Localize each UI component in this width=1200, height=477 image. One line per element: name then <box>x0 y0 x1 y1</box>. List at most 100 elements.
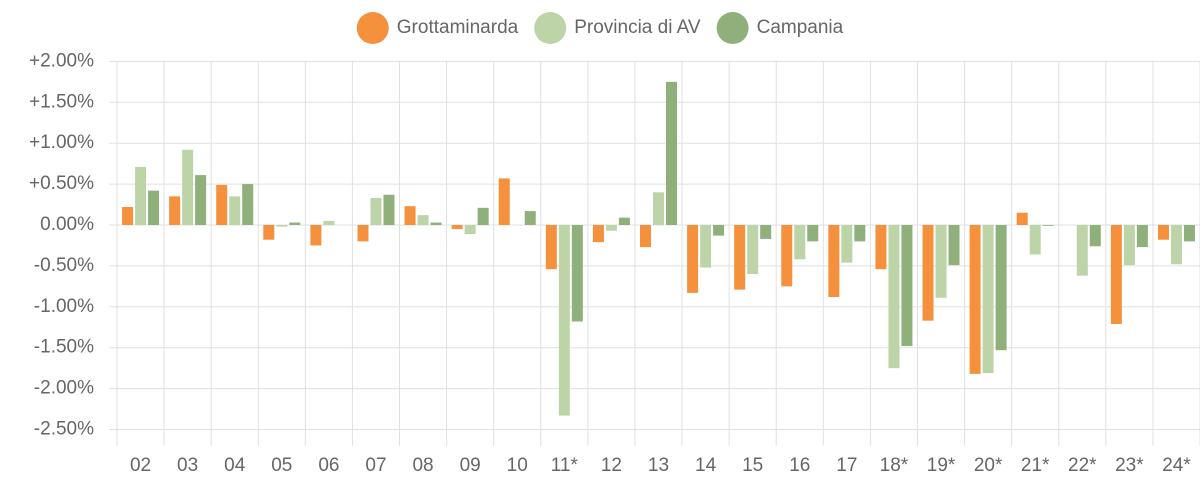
bar <box>935 225 947 298</box>
x-tick-label: 18* <box>880 455 909 476</box>
bar <box>828 225 840 297</box>
x-tick-label: 04 <box>224 455 246 476</box>
bar <box>653 192 664 225</box>
bar <box>854 225 866 242</box>
x-tick-label: 23* <box>1115 455 1144 476</box>
x-tick-label: 11* <box>551 455 579 476</box>
bar <box>995 225 1007 351</box>
bar <box>1042 225 1054 226</box>
bar <box>370 198 382 225</box>
bar <box>524 211 536 225</box>
legend-marker <box>356 12 389 44</box>
legend-label: Provincia di AV <box>574 17 701 38</box>
bar <box>781 225 793 287</box>
bar <box>687 225 699 293</box>
x-tick-label: 07 <box>365 455 386 476</box>
bar <box>148 190 160 225</box>
legend-marker <box>716 12 749 44</box>
bar <box>982 225 994 374</box>
bar <box>169 196 181 225</box>
bar <box>1016 212 1028 225</box>
y-tick-label: +1.00% <box>29 132 94 153</box>
y-tick-label: -1.00% <box>34 296 94 317</box>
bar <box>605 225 617 231</box>
bar <box>592 225 604 243</box>
y-tick-label: -0.50% <box>34 255 94 276</box>
bar <box>323 220 335 225</box>
bar <box>571 225 583 322</box>
bar <box>122 207 134 225</box>
x-tick-label: 10 <box>507 455 528 476</box>
bar <box>618 217 630 225</box>
bar <box>498 178 510 225</box>
legend-label: Campania <box>757 17 844 38</box>
x-tick-label: 08 <box>412 455 433 476</box>
y-tick-label: -2.50% <box>34 419 94 440</box>
x-tick-label: 24* <box>1162 455 1191 476</box>
bar <box>666 81 677 225</box>
bar <box>841 225 853 263</box>
x-tick-label: 22* <box>1068 455 1097 476</box>
bar <box>195 175 207 225</box>
bar <box>216 184 228 225</box>
bar <box>182 149 194 225</box>
bar <box>875 225 887 270</box>
bar <box>760 225 772 239</box>
x-tick-label: 21* <box>1021 455 1050 476</box>
bar <box>948 225 960 266</box>
bar <box>310 225 322 246</box>
x-tick-label: 14 <box>695 455 717 476</box>
bar <box>713 225 725 236</box>
bar <box>135 166 147 225</box>
bar <box>276 225 288 227</box>
bar <box>464 225 476 234</box>
bar <box>747 225 759 275</box>
x-tick-label: 17 <box>836 455 857 476</box>
bar <box>404 206 416 225</box>
bar <box>242 184 254 225</box>
bar <box>1136 225 1148 248</box>
y-tick-label: 0.00% <box>40 214 94 235</box>
bar <box>794 225 806 260</box>
bar <box>1123 225 1135 266</box>
bar <box>229 196 241 225</box>
bar <box>640 225 651 248</box>
bar <box>1089 225 1101 247</box>
legend-label: Grottaminarda <box>397 17 519 38</box>
bar <box>700 225 712 268</box>
bar <box>430 222 442 225</box>
bar <box>1029 225 1041 255</box>
bar <box>477 207 489 225</box>
y-tick-label: +1.50% <box>29 91 94 112</box>
y-tick-label: -1.50% <box>34 337 94 358</box>
bar <box>545 225 557 270</box>
bar <box>1157 225 1169 240</box>
x-tick-label: 02 <box>130 455 151 476</box>
y-tick-label: -2.00% <box>34 378 94 399</box>
x-tick-label: 05 <box>271 455 292 476</box>
bar <box>383 194 395 225</box>
x-tick-label: 13 <box>648 455 669 476</box>
bar <box>357 225 369 242</box>
bar <box>807 225 819 242</box>
bar <box>1183 225 1195 242</box>
bar <box>901 225 913 347</box>
bar <box>417 215 429 225</box>
x-tick-label: 09 <box>460 455 481 476</box>
bar <box>289 222 301 225</box>
bar <box>888 225 900 369</box>
bar <box>734 225 746 290</box>
x-tick-label: 15 <box>742 455 763 476</box>
bar <box>1110 225 1122 324</box>
legend-marker <box>534 12 567 44</box>
bar <box>263 225 275 240</box>
bar <box>451 225 463 230</box>
x-tick-label: 06 <box>318 455 339 476</box>
x-tick-label: 16 <box>789 455 810 476</box>
bar <box>558 225 570 416</box>
y-tick-label: +0.50% <box>29 173 94 194</box>
x-tick-label: 03 <box>177 455 198 476</box>
y-tick-label: +2.00% <box>29 50 94 71</box>
x-tick-label: 19* <box>927 455 956 476</box>
